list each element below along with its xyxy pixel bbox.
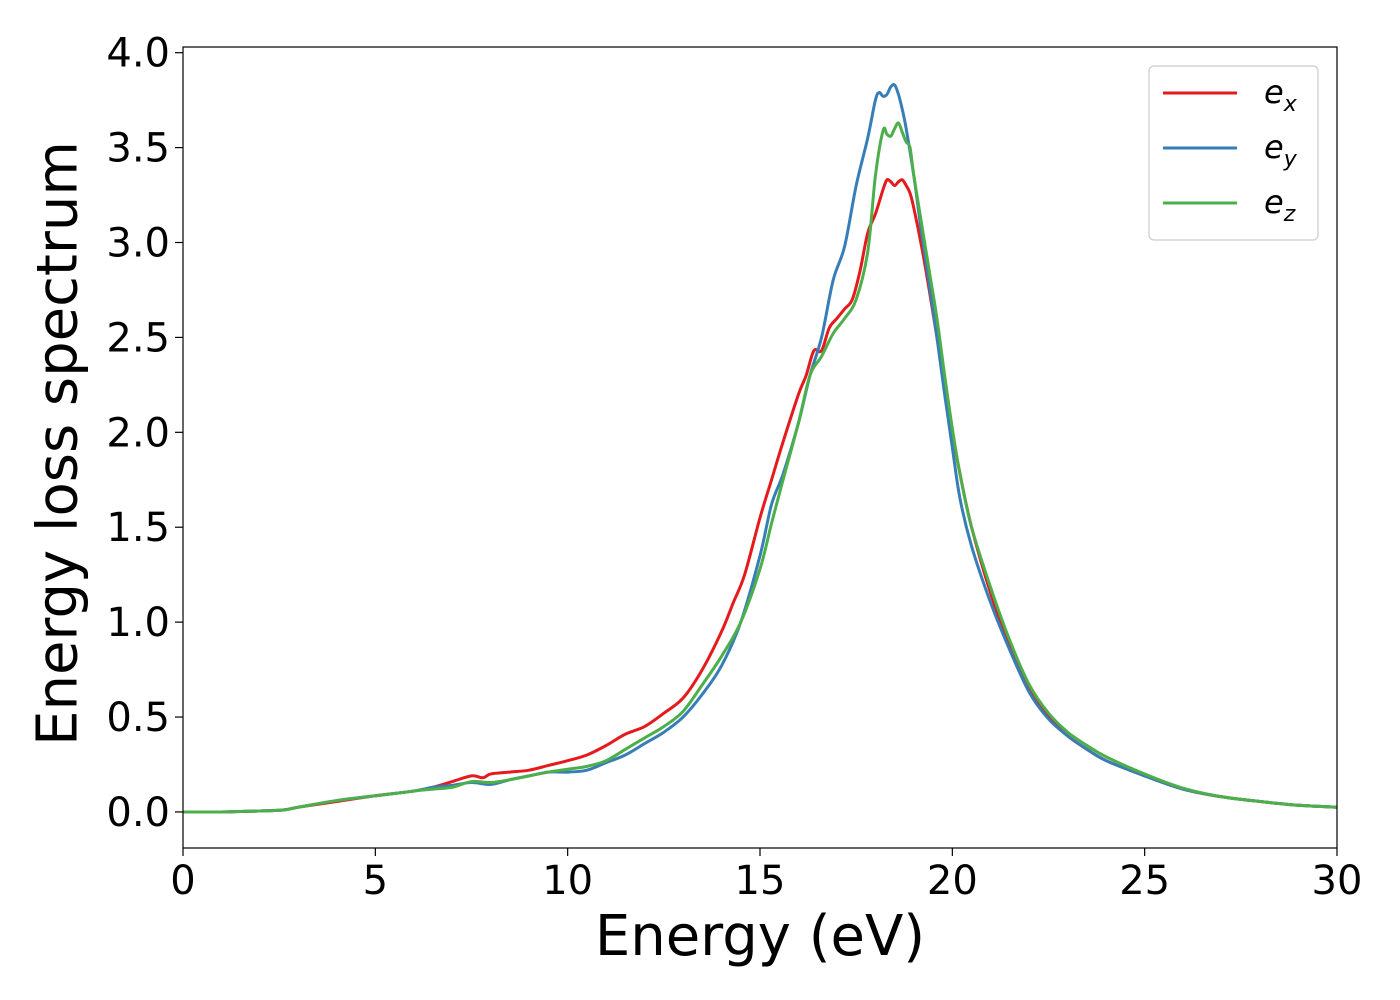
- legend-label-x: ex: [1264, 73, 1298, 117]
- legend-label-y: ey: [1264, 128, 1298, 172]
- legend-box: [1148, 65, 1319, 241]
- x-tick-label: 30: [1312, 858, 1363, 904]
- y-tick-label: 4.0: [106, 31, 170, 77]
- y-tick-label: 2.0: [106, 410, 170, 456]
- legend: ex ey ez: [1148, 65, 1319, 241]
- x-tick-label: 15: [735, 858, 786, 904]
- plot-background: [183, 47, 1337, 848]
- y-tick-label: 2.5: [106, 315, 170, 361]
- x-axis-label: Energy (eV): [595, 904, 925, 969]
- x-tick-label: 0: [170, 858, 195, 904]
- y-tick-label: 3.5: [106, 126, 170, 172]
- x-tick-label: 25: [1119, 858, 1170, 904]
- series-line-z: [183, 121, 1337, 814]
- x-axis: 0 5 10 15 20 25 30: [170, 848, 1362, 904]
- y-axis: 0.0 0.5 1.0 1.5 2.0 2.5 3.0 3.5 4.0: [106, 31, 183, 836]
- y-tick-label: 3.0: [106, 221, 170, 267]
- series-line-x: [183, 178, 1337, 814]
- y-axis-label: Energy loss spectrum: [26, 141, 91, 746]
- y-tick-label: 1.5: [106, 505, 170, 551]
- legend-label-z: ez: [1264, 183, 1296, 227]
- x-tick-label: 10: [542, 858, 593, 904]
- y-tick-label: 0.0: [106, 790, 170, 836]
- x-tick-label: 5: [363, 858, 388, 904]
- y-tick-label: 0.5: [106, 695, 170, 741]
- y-tick-label: 1.0: [106, 600, 170, 646]
- series-line-y: [183, 83, 1337, 814]
- series-layer: [183, 83, 1337, 814]
- x-tick-label: 20: [927, 858, 978, 904]
